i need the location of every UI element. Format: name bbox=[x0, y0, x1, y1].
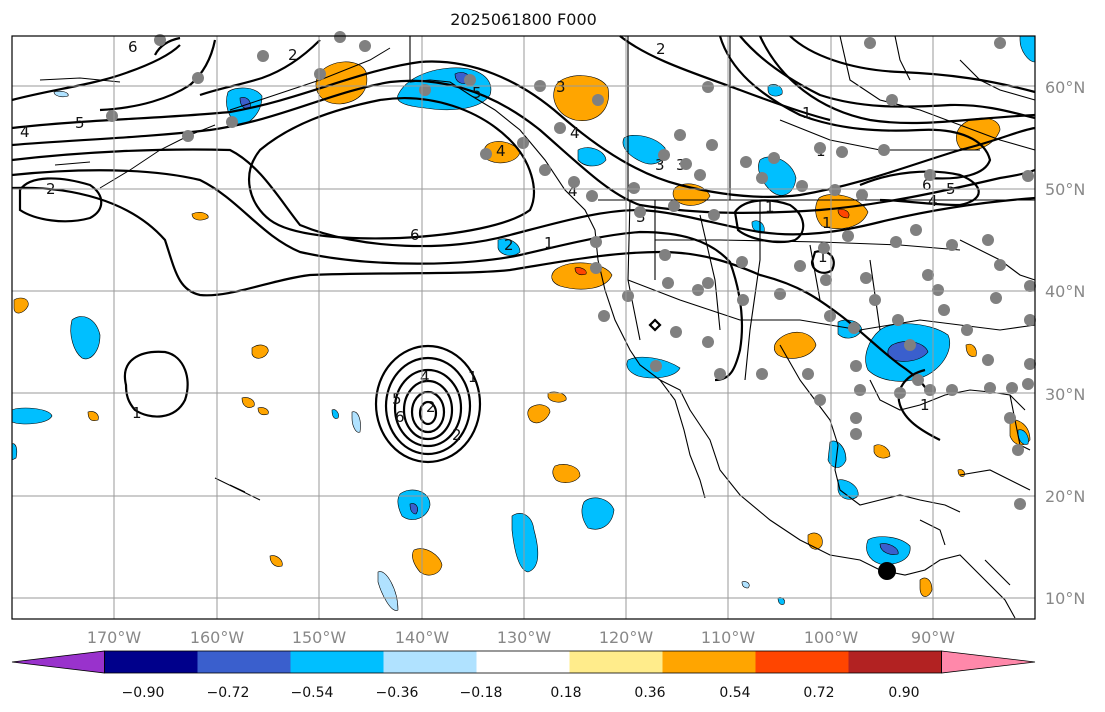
contour-label: 6 bbox=[395, 408, 405, 426]
contour-label: 1 bbox=[920, 396, 930, 414]
lon-label: 160°W bbox=[190, 628, 245, 647]
contour-label: 3 bbox=[655, 156, 665, 174]
lon-label: 170°W bbox=[87, 628, 142, 647]
lat-label: 50°N bbox=[1045, 180, 1085, 199]
colorbar bbox=[11, 650, 1036, 674]
contour-label: 5 bbox=[472, 84, 482, 102]
colorbar-segment bbox=[197, 651, 291, 673]
colorbar-tick-label: −0.18 bbox=[460, 685, 503, 701]
contour-label: 6 bbox=[410, 226, 420, 244]
colorbar-extend-min bbox=[11, 650, 105, 674]
colorbar-tick-label: 0.72 bbox=[803, 685, 834, 701]
colorbar-ticks: −0.90 −0.72 −0.54 −0.36 −0.18 0.18 0.36 … bbox=[122, 685, 920, 701]
lat-label: 60°N bbox=[1045, 78, 1085, 97]
lon-label: 130°W bbox=[497, 628, 552, 647]
contour-label: 2 bbox=[426, 398, 436, 416]
colorbar-segment bbox=[848, 651, 942, 673]
lon-label: 120°W bbox=[599, 628, 654, 647]
contour-label: 1 bbox=[802, 104, 812, 122]
contour-label: 5 bbox=[392, 390, 402, 408]
colorbar-segment bbox=[476, 651, 570, 673]
colorbar-tick-label: −0.90 bbox=[122, 685, 165, 701]
lat-label: 20°N bbox=[1045, 487, 1085, 506]
contour-label: 1 bbox=[468, 368, 478, 386]
lat-label: 30°N bbox=[1045, 385, 1085, 404]
contour-label: 4 bbox=[496, 142, 506, 160]
contour-label: 1 bbox=[765, 198, 775, 216]
lon-label: 90°W bbox=[911, 628, 955, 647]
contour-label: 5 bbox=[75, 114, 85, 132]
contour-label: 3 bbox=[556, 78, 566, 96]
colorbar-tick-label: 0.54 bbox=[719, 685, 750, 701]
cyclone-contours bbox=[374, 344, 482, 464]
longitude-labels: 170°W 160°W 150°W 140°W 130°W 120°W 110°… bbox=[87, 628, 955, 647]
colorbar-tick-label: 0.36 bbox=[634, 685, 665, 701]
contour-label: 4 bbox=[20, 123, 30, 141]
colorbar-tick-label: −0.72 bbox=[207, 685, 250, 701]
colorbar-outline bbox=[104, 650, 942, 674]
colorbar-tick-label: −0.36 bbox=[376, 685, 419, 701]
lon-label: 100°W bbox=[804, 628, 859, 647]
map-frame bbox=[11, 35, 1036, 620]
contour-label: 2 bbox=[288, 46, 298, 64]
contour-label: 1 bbox=[132, 404, 142, 422]
lon-label: 150°W bbox=[292, 628, 347, 647]
lat-label: 10°N bbox=[1045, 589, 1085, 608]
colorbar-segment bbox=[755, 651, 849, 673]
colorbar-segment bbox=[290, 651, 384, 673]
contour-label: 1 bbox=[544, 234, 554, 252]
colorbar-tick-label: −0.54 bbox=[291, 685, 334, 701]
lon-label: 140°W bbox=[395, 628, 450, 647]
colorbar-segment bbox=[383, 651, 477, 673]
contour-label: 2 bbox=[452, 426, 462, 444]
map-title: 2025061800 F000 bbox=[450, 10, 597, 29]
latitude-labels: 60°N 50°N 40°N 30°N 20°N 10°N bbox=[1045, 78, 1085, 608]
contour-label: 4 bbox=[568, 182, 578, 200]
lat-label: 40°N bbox=[1045, 282, 1085, 301]
contour-label: 4 bbox=[420, 368, 430, 386]
graticule bbox=[12, 36, 1035, 619]
colorbar-extend-max bbox=[941, 650, 1036, 674]
lon-label: 110°W bbox=[701, 628, 756, 647]
colorbar-segment bbox=[569, 651, 663, 673]
highlight-marker bbox=[878, 562, 896, 580]
contour-label: 4 bbox=[570, 124, 580, 142]
colorbar-segment bbox=[662, 651, 756, 673]
contour-label: 6 bbox=[128, 38, 138, 56]
contour-label: 2 bbox=[504, 236, 514, 254]
colorbar-tick-label: 0.90 bbox=[888, 685, 919, 701]
colorbar-tick-label: 0.18 bbox=[550, 685, 581, 701]
contour-label: 1 bbox=[818, 248, 828, 266]
colorbar-segment bbox=[104, 651, 198, 673]
contour-label: 2 bbox=[656, 40, 666, 58]
coastline-layer bbox=[409, 35, 1036, 619]
contour-layer bbox=[11, 35, 1036, 441]
contour-label: 6 bbox=[922, 176, 932, 194]
contour-label: 1 bbox=[822, 214, 832, 232]
contour-labels: 6 2 4 5 2 2 6 5 4 3 4 2 3 1 4 5 2 1 6 2 … bbox=[20, 38, 956, 444]
